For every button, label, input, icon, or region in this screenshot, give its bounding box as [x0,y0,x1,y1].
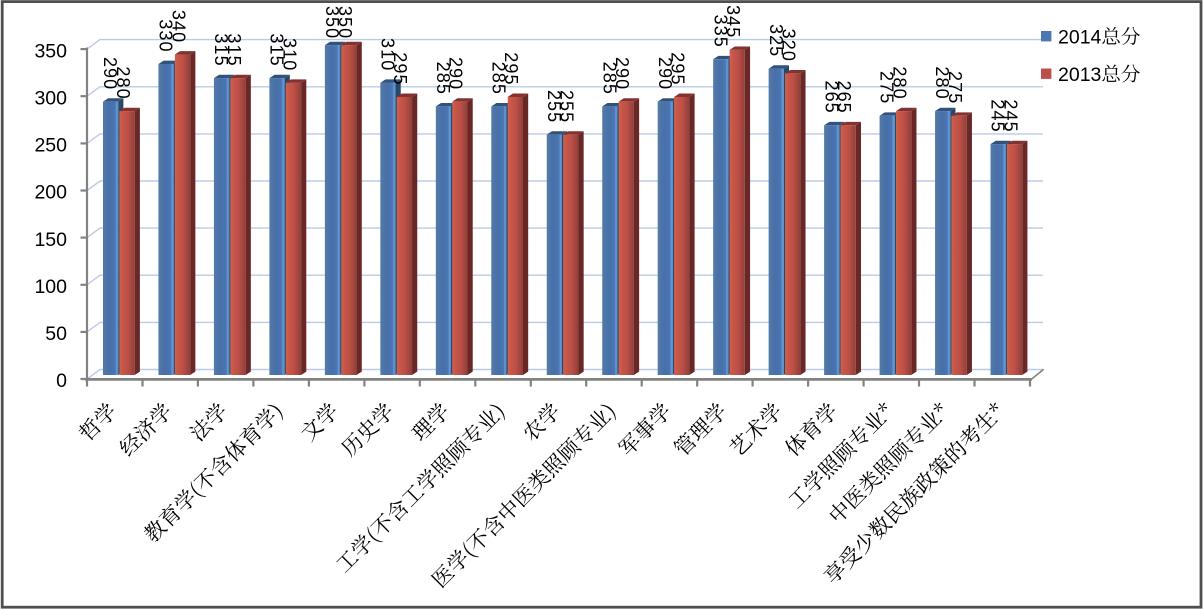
svg-text:2013: 2013 [1058,64,1101,86]
svg-text:275: 275 [877,71,897,104]
svg-text:245: 245 [1000,99,1020,132]
svg-text:280: 280 [932,66,952,99]
svg-text:340: 340 [168,10,188,43]
svg-text:320: 320 [779,29,799,62]
svg-text:290: 290 [612,57,632,90]
svg-text:310: 310 [378,38,398,71]
svg-text:330: 330 [156,19,176,52]
svg-text:265: 265 [821,80,841,113]
svg-text:295: 295 [390,52,410,85]
svg-text:345: 345 [723,5,743,38]
svg-text:0: 0 [56,370,67,392]
svg-text:2014: 2014 [1058,26,1102,48]
svg-text:200: 200 [34,182,67,204]
svg-text:250: 250 [34,135,67,157]
svg-text:315: 315 [211,33,231,66]
svg-text:295: 295 [668,52,688,85]
svg-text:150: 150 [34,229,67,251]
svg-text:350: 350 [335,6,355,39]
svg-text:255: 255 [557,90,577,123]
svg-text:280: 280 [113,66,133,99]
svg-text:50: 50 [45,323,67,345]
svg-text:100: 100 [34,276,67,298]
svg-text:290: 290 [446,57,466,90]
svg-text:285: 285 [433,62,453,95]
svg-text:350: 350 [322,6,342,39]
svg-text:335: 335 [710,15,730,48]
svg-text:265: 265 [834,80,854,113]
svg-text:255: 255 [544,90,564,123]
svg-text:325: 325 [766,24,786,57]
svg-text:315: 315 [267,33,287,66]
svg-text:290: 290 [100,57,120,90]
svg-text:275: 275 [945,71,965,104]
svg-text:295: 295 [501,52,521,85]
svg-text:300: 300 [34,88,67,110]
svg-text:350: 350 [34,40,67,62]
svg-text:310: 310 [279,38,299,71]
svg-text:245: 245 [988,99,1008,132]
svg-text:280: 280 [890,66,910,99]
svg-text:290: 290 [655,57,675,90]
svg-text:285: 285 [599,62,619,95]
svg-text:285: 285 [488,62,508,95]
svg-text:315: 315 [224,33,244,66]
